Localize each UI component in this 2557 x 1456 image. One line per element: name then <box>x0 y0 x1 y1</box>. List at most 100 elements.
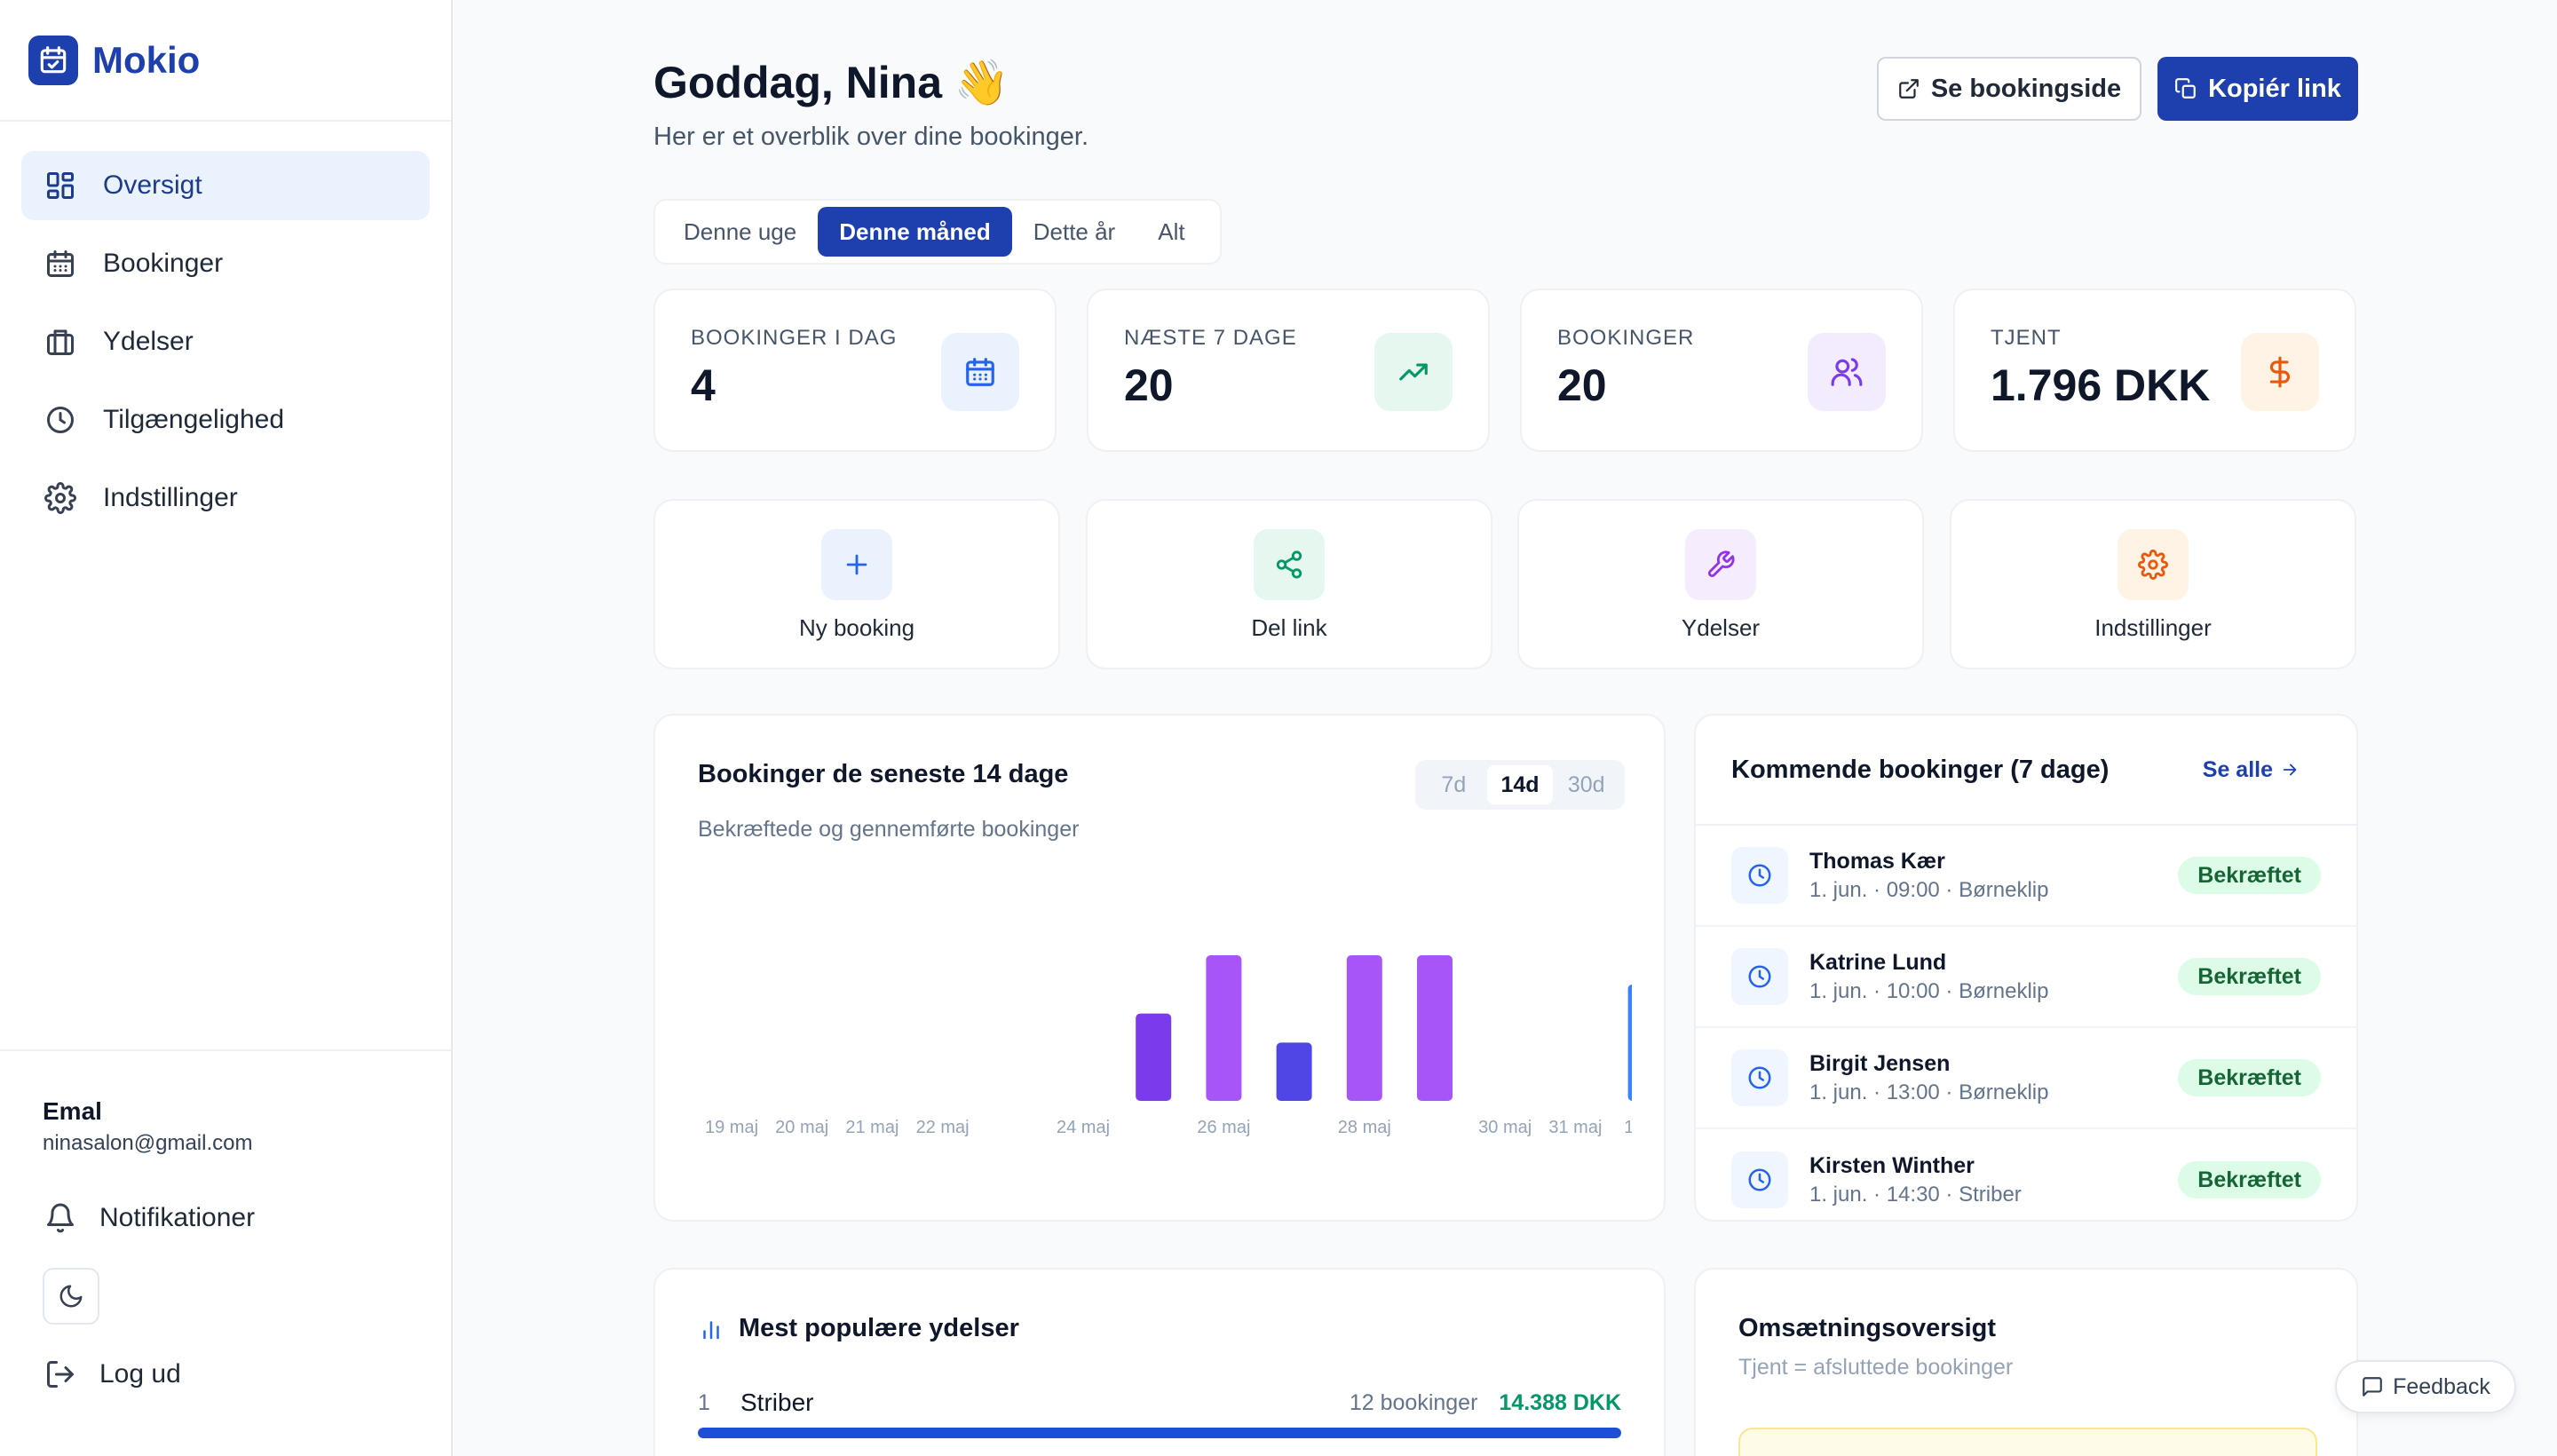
brand-name: Mokio <box>92 38 201 81</box>
booking-customer-name: Birgit Jensen <box>1809 1050 1951 1076</box>
service-rank: 1 <box>698 1389 710 1415</box>
chart-bar[interactable] <box>1206 955 1242 1101</box>
clock-icon <box>43 402 78 438</box>
status-badge: Bekræftet <box>2178 857 2321 894</box>
x-tick-label: 31 maj <box>1548 1118 1602 1137</box>
upcoming-header: Kommende bookinger (7 dage) Se alle <box>1696 716 2356 826</box>
theme-toggle-button[interactable] <box>43 1268 99 1325</box>
quick-action-share-link[interactable]: Del link <box>1086 499 1492 669</box>
notifications-link[interactable]: Notifikationer <box>43 1200 430 1236</box>
notifications-label: Notifikationer <box>99 1203 256 1232</box>
status-badge: Bekræftet <box>2178 1161 2321 1199</box>
service-progress-bar <box>698 1428 1621 1438</box>
period-tabs: Denne uge Denne måned Dette år Alt <box>653 199 1222 265</box>
tab-denne-uge[interactable]: Denne uge <box>684 218 797 245</box>
quick-action-settings[interactable]: Indstillinger <box>1950 499 2356 669</box>
booking-text: Kirsten Winther 1. jun. · 14:30 · Stribe… <box>1809 1153 2178 1207</box>
stat-value: 4 <box>691 360 716 410</box>
booking-text: Birgit Jensen 1. jun. · 13:00 · Børnekli… <box>1809 1051 2178 1105</box>
chart-bar[interactable] <box>1276 1042 1312 1101</box>
view-booking-page-button[interactable]: Se bookingside <box>1877 57 2141 121</box>
bell-icon <box>43 1200 78 1236</box>
external-link-icon <box>1897 77 1920 100</box>
clock-icon <box>1731 847 1788 904</box>
message-icon <box>2361 1375 2384 1398</box>
quick-action-label: Del link <box>1251 614 1327 641</box>
sidebar-item-tilgaengelighed[interactable]: Tilgængelighed <box>21 385 430 455</box>
popular-title-row: Mest populære ydelser <box>698 1314 1019 1343</box>
list-item[interactable]: Katrine Lund 1. jun. · 10:00 · Børneklip… <box>1696 927 2356 1028</box>
sidebar-item-bookinger[interactable]: Bookinger <box>21 229 430 298</box>
logout-link[interactable]: Log ud <box>43 1357 430 1392</box>
x-tick-label: 24 maj <box>1057 1118 1110 1137</box>
revenue-overview-card: Omsætningsoversigt Tjent = afsluttede bo… <box>1694 1268 2358 1456</box>
sidebar-item-label: Oversigt <box>103 170 202 200</box>
list-item[interactable]: Birgit Jensen 1. jun. · 13:00 · Børnekli… <box>1696 1028 2356 1129</box>
popular-services-card: Mest populære ydelser 1 Striber 12 booki… <box>653 1268 1666 1456</box>
revenue-title: Omsætningsoversigt <box>1738 1314 1997 1342</box>
chart-bar[interactable] <box>1136 1013 1172 1101</box>
quick-action-services[interactable]: Ydelser <box>1517 499 1924 669</box>
stat-value: 20 <box>1124 360 1174 410</box>
tab-alt[interactable]: Alt <box>1158 218 1185 245</box>
copy-icon <box>2174 77 2197 100</box>
sidebar: Mokio Oversigt Bookinger Ydelser Tilgæng… <box>0 0 453 1456</box>
status-badge: Bekræftet <box>2178 1059 2321 1096</box>
feedback-button[interactable]: Feedback <box>2335 1360 2516 1413</box>
x-tick-label: 28 maj <box>1338 1118 1391 1137</box>
dollar-icon <box>2241 333 2319 411</box>
copy-link-button[interactable]: Kopiér link <box>2157 57 2358 121</box>
chart-bar[interactable] <box>1346 955 1382 1101</box>
see-all-link[interactable]: Se alle <box>2203 757 2300 783</box>
list-item[interactable]: Kirsten Winther 1. jun. · 14:30 · Stribe… <box>1696 1129 2356 1220</box>
chart-bar[interactable] <box>1417 955 1453 1101</box>
revenue-subtitle: Tjent = afsluttede bookinger <box>1738 1355 2014 1380</box>
view-booking-page-label: Se bookingside <box>1930 74 2122 103</box>
sidebar-item-oversigt[interactable]: Oversigt <box>21 151 430 220</box>
chart-bar[interactable] <box>1627 984 1632 1101</box>
stat-card-bookings: BOOKINGER 20 <box>1520 289 1923 452</box>
booking-meta: 1. jun. · 14:30 · Striber <box>1809 1182 2022 1207</box>
range-7d[interactable]: 7d <box>1441 772 1467 797</box>
service-progress-fill <box>698 1428 1621 1438</box>
revenue-highlight-box <box>1738 1428 2317 1456</box>
brand[interactable]: Mokio <box>0 0 451 122</box>
tab-dette-aar[interactable]: Dette år <box>1033 218 1116 245</box>
chart-range-toggle: 7d 14d 30d <box>1415 760 1625 810</box>
share-icon <box>1254 529 1325 600</box>
logout-label: Log ud <box>99 1359 181 1389</box>
sidebar-footer: Emal ninasalon@gmail.com Notifikationer … <box>0 1049 451 1456</box>
tab-denne-maaned[interactable]: Denne måned <box>818 207 1012 257</box>
copy-link-label: Kopiér link <box>2208 74 2341 103</box>
chart-title: Bookinger de seneste 14 dage <box>698 760 1069 788</box>
stat-label: TJENT <box>1991 326 2062 350</box>
sidebar-item-label: Indstillinger <box>103 483 238 512</box>
x-tick-label: 21 maj <box>845 1118 899 1137</box>
sidebar-nav: Oversigt Bookinger Ydelser Tilgængelighe… <box>0 122 451 533</box>
chart-subtitle: Bekræftede og gennemførte bookinger <box>698 817 1080 842</box>
quick-action-new-booking[interactable]: Ny booking <box>653 499 1060 669</box>
sidebar-item-indstillinger[interactable]: Indstillinger <box>21 463 430 533</box>
bookings-chart-card: Bookinger de seneste 14 dage Bekræftede … <box>653 714 1666 1222</box>
user-email: ninasalon@gmail.com <box>43 1131 253 1155</box>
status-badge: Bekræftet <box>2178 958 2321 995</box>
range-30d[interactable]: 30d <box>1567 772 1605 797</box>
feedback-label: Feedback <box>2393 1373 2490 1399</box>
sidebar-item-ydelser[interactable]: Ydelser <box>21 307 430 376</box>
booking-meta: 1. jun. · 09:00 · Børneklip <box>1809 877 2049 902</box>
user-name: Emal <box>43 1097 102 1125</box>
stat-value: 20 <box>1557 360 1607 410</box>
x-tick-label: 1 jun. <box>1624 1118 1632 1137</box>
sidebar-item-label: Bookinger <box>103 249 224 278</box>
service-name: Striber <box>740 1389 814 1416</box>
quick-action-label: Ydelser <box>1681 614 1761 641</box>
x-tick-label: 30 maj <box>1478 1118 1532 1137</box>
x-tick-label: 20 maj <box>775 1118 828 1137</box>
sidebar-item-label: Ydelser <box>103 327 194 356</box>
grid-icon <box>43 168 78 203</box>
quick-action-label: Indstillinger <box>2094 614 2212 641</box>
list-item[interactable]: Thomas Kær 1. jun. · 09:00 · Børneklip B… <box>1696 826 2356 927</box>
range-14d[interactable]: 14d <box>1486 765 1554 804</box>
quick-action-label: Ny booking <box>798 614 915 641</box>
booking-meta: 1. jun. · 13:00 · Børneklip <box>1809 1080 2049 1104</box>
